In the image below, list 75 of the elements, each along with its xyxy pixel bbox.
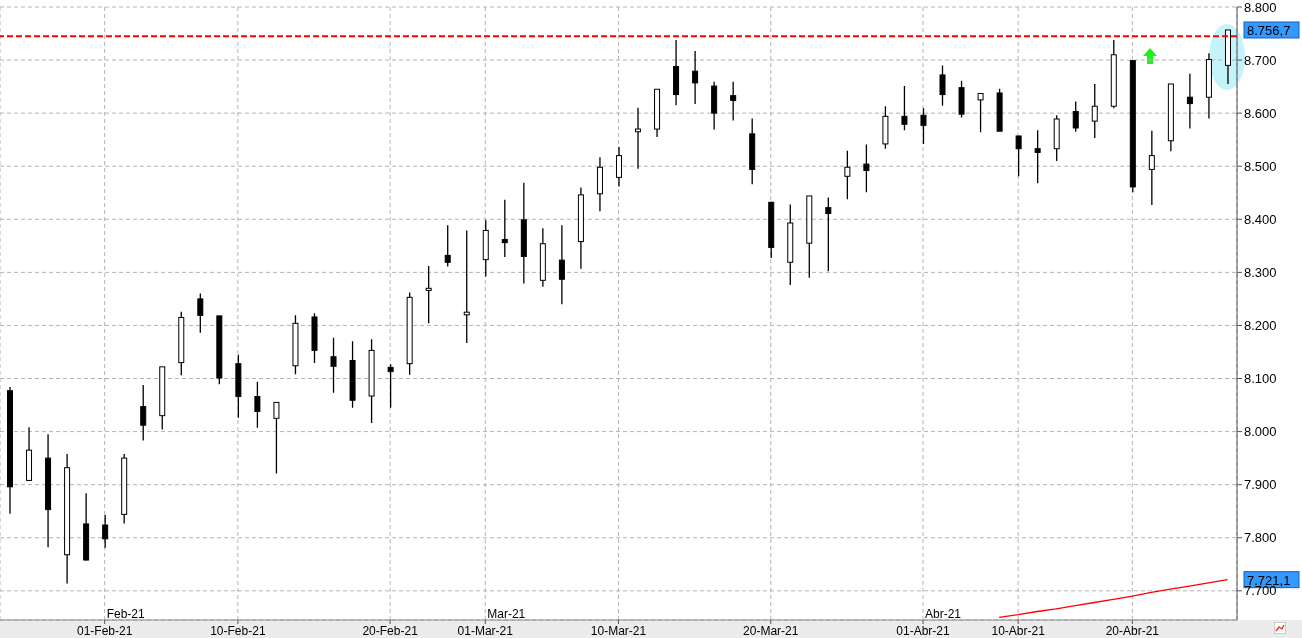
candlestick [349,340,356,409]
annotation: Abr-21 [924,607,962,621]
candlestick [178,310,185,376]
candlestick [520,182,527,285]
candlestick [901,85,908,131]
y-tick-label: 7.900 [1244,477,1277,493]
text: 8.756,7 [1247,22,1291,38]
candlestick [1167,83,1174,153]
x-tick-label: 20-Abr-21 [1105,623,1160,638]
candlestick [1186,73,1193,130]
y-tick-label: 8.400 [1244,211,1277,227]
x-tick-label: 20-Feb-21 [362,623,419,638]
candlestick [863,143,870,193]
candlestick [596,156,603,212]
candlestick [1034,129,1041,184]
candlestick [482,219,489,278]
candlestick [711,81,718,131]
candlestick [444,224,451,268]
candlestick [920,107,927,145]
x-tick-label: 01-Mar-21 [457,623,514,638]
y-tick-label: 8.800 [1244,0,1277,15]
candlestick [254,381,261,429]
candlestick [692,50,699,105]
candlestick [387,363,394,409]
candlestick [939,64,946,107]
candlestick [64,453,71,585]
candlestick [539,227,546,288]
candlestick [1015,135,1022,177]
candlestick [45,433,52,548]
candlestick [577,186,584,270]
candlestick [654,88,661,138]
candlestick [730,81,737,122]
candlestick [558,224,565,305]
candlestick [806,195,813,279]
candlestick [7,386,13,515]
candlestick [844,150,851,200]
candlestick [635,107,642,170]
x-tick-label: 10-Abr-21 [991,623,1046,638]
candlestick [102,514,109,549]
candlestick [1205,52,1212,120]
line-series [998,579,1229,618]
candlestick [825,196,832,272]
candlestick [977,93,984,133]
y-tick-label: 7.800 [1244,530,1277,546]
candlestick [749,117,756,185]
candlestick [1091,83,1098,139]
y-tick-label: 8.500 [1244,158,1277,174]
candlestick [83,492,90,561]
y-tick-label: 8.200 [1244,318,1277,334]
annotation: Mar-21 [487,607,526,621]
y-tick-label: 8.600 [1244,105,1277,121]
text: 7.721,1 [1247,572,1291,588]
candlestick [368,338,375,424]
y-tick-label: 8.100 [1244,371,1277,387]
candlestick [1148,130,1155,206]
annotation: Feb-21 [106,607,146,621]
x-tick-label: 01-Abr-21 [896,623,950,638]
y-tick-label: 8.000 [1244,424,1277,440]
y-tick-label: 8.700 [1244,52,1277,68]
x-tick-label: 01-Feb-21 [76,623,133,638]
candlestick [501,199,508,258]
y-tick-label: 8.300 [1244,264,1277,280]
x-tick-label: 10-Feb-21 [210,623,266,638]
candlestick [615,146,622,188]
x-tick-label: 10-Mar-21 [590,623,647,638]
candlestick [235,353,242,419]
candlestick [26,426,33,481]
candlestick [330,337,337,394]
candlestick [273,401,280,475]
x-tick-label: 20-Mar-21 [743,623,799,638]
candlestick [787,203,794,286]
candlestick [197,292,204,334]
candlestick [425,265,432,324]
candlestick [140,384,147,442]
candlestick [673,39,680,106]
